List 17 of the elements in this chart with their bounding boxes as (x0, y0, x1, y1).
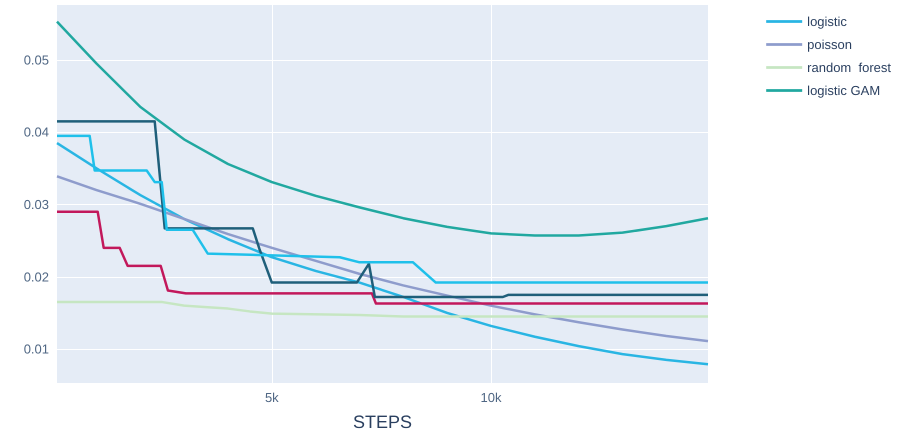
y-tick-label: 0.03 (24, 196, 49, 212)
line-series (56, 210, 710, 305)
y-tick-label: 0.04 (24, 124, 49, 140)
y-tick-label: 0.02 (24, 269, 49, 284)
x-tick-label: 10k (480, 390, 502, 405)
x-axis-title: STEPS (352, 412, 412, 432)
legend-label: poisson (807, 37, 852, 52)
legend-label: logistic GAM (807, 83, 880, 98)
line-series (56, 120, 710, 298)
y-tick-label: 0.05 (24, 52, 49, 68)
line-series (56, 300, 710, 318)
line-series (56, 20, 710, 237)
y-tick-label: 0.01 (24, 342, 49, 357)
line-series (56, 175, 710, 342)
legend-label: logistic (807, 14, 848, 29)
legend-label: random forest (807, 60, 892, 75)
x-tick-label: 5k (264, 390, 280, 405)
